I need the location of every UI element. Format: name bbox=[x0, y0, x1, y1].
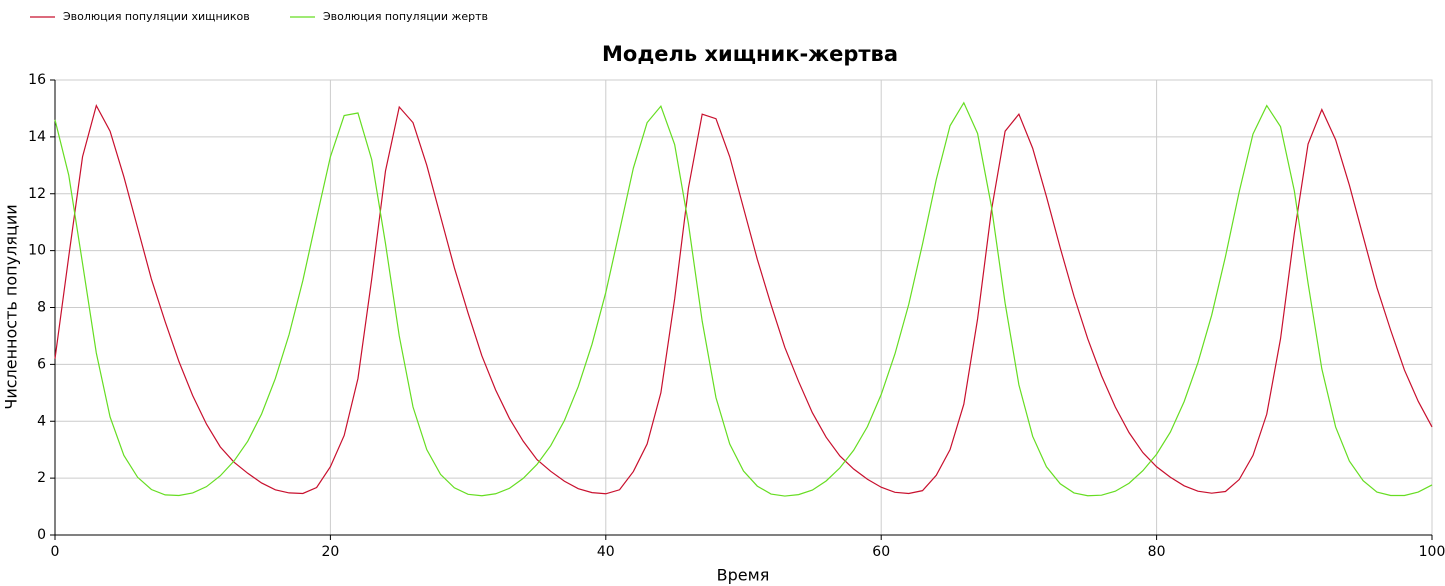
x-axis-label: Время bbox=[717, 566, 770, 585]
series-line bbox=[54, 103, 1433, 495]
y-axis-label: Численность популяции bbox=[2, 204, 21, 409]
x-tick-label: 40 bbox=[597, 544, 615, 560]
y-tick-label: 10 bbox=[28, 243, 46, 259]
x-tick-label: 0 bbox=[51, 544, 60, 560]
y-tick-label: 12 bbox=[28, 186, 46, 202]
x-tick-label: 80 bbox=[1148, 544, 1166, 560]
y-tick-label: 8 bbox=[37, 300, 46, 316]
legend-label: Эволюция популяции жертв bbox=[323, 10, 488, 23]
y-tick-label: 16 bbox=[28, 72, 46, 88]
legend-label: Эволюция популяции хищников bbox=[63, 10, 250, 23]
x-tick-label: 100 bbox=[1419, 544, 1445, 560]
series-line bbox=[54, 101, 1433, 497]
y-tick-label: 0 bbox=[37, 527, 46, 543]
x-tick-label: 20 bbox=[321, 544, 339, 560]
y-tick-label: 4 bbox=[37, 413, 46, 429]
chart-title: Модель хищник-жертва bbox=[602, 42, 898, 66]
x-tick-label: 60 bbox=[872, 544, 890, 560]
y-tick-label: 6 bbox=[37, 356, 46, 372]
y-tick-label: 14 bbox=[28, 129, 46, 145]
y-tick-label: 2 bbox=[37, 470, 46, 486]
